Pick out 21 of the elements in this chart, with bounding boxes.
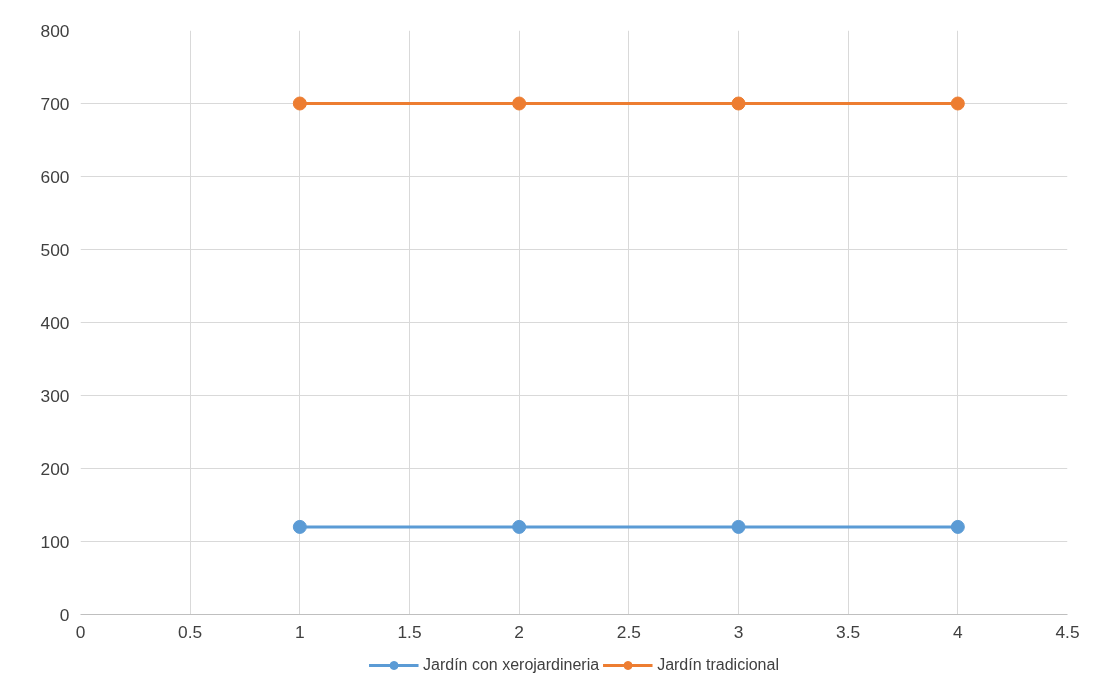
x-tick-label: 2.5 (616, 621, 641, 642)
x-tick-label: 0 (75, 621, 86, 642)
x-tick-label: 1 (295, 621, 305, 642)
y-tick-label: 0 (59, 604, 70, 625)
legend-label: Jardín tradicional (657, 656, 779, 674)
y-tick-label: 100 (40, 531, 70, 552)
x-tick-label: 3.5 (836, 621, 861, 642)
y-tick-label: 600 (40, 166, 70, 187)
x-tick-label: 4.5 (1055, 621, 1080, 642)
y-tick-label: 200 (40, 458, 70, 479)
y-tick-label: 700 (40, 93, 70, 114)
x-tick-label: 3 (733, 621, 744, 642)
x-tick-label: 2 (514, 621, 524, 642)
y-tick-label: 800 (40, 20, 70, 41)
y-tick-label: 300 (40, 385, 70, 406)
x-tick-label: 0.5 (178, 621, 203, 642)
x-tick-label: 1.5 (397, 621, 422, 642)
y-tick-label: 400 (40, 312, 70, 333)
y-tick-label: 500 (40, 239, 70, 260)
legend-label: Jardín con xerojardineria (423, 656, 600, 674)
x-tick-label: 4 (953, 621, 964, 642)
